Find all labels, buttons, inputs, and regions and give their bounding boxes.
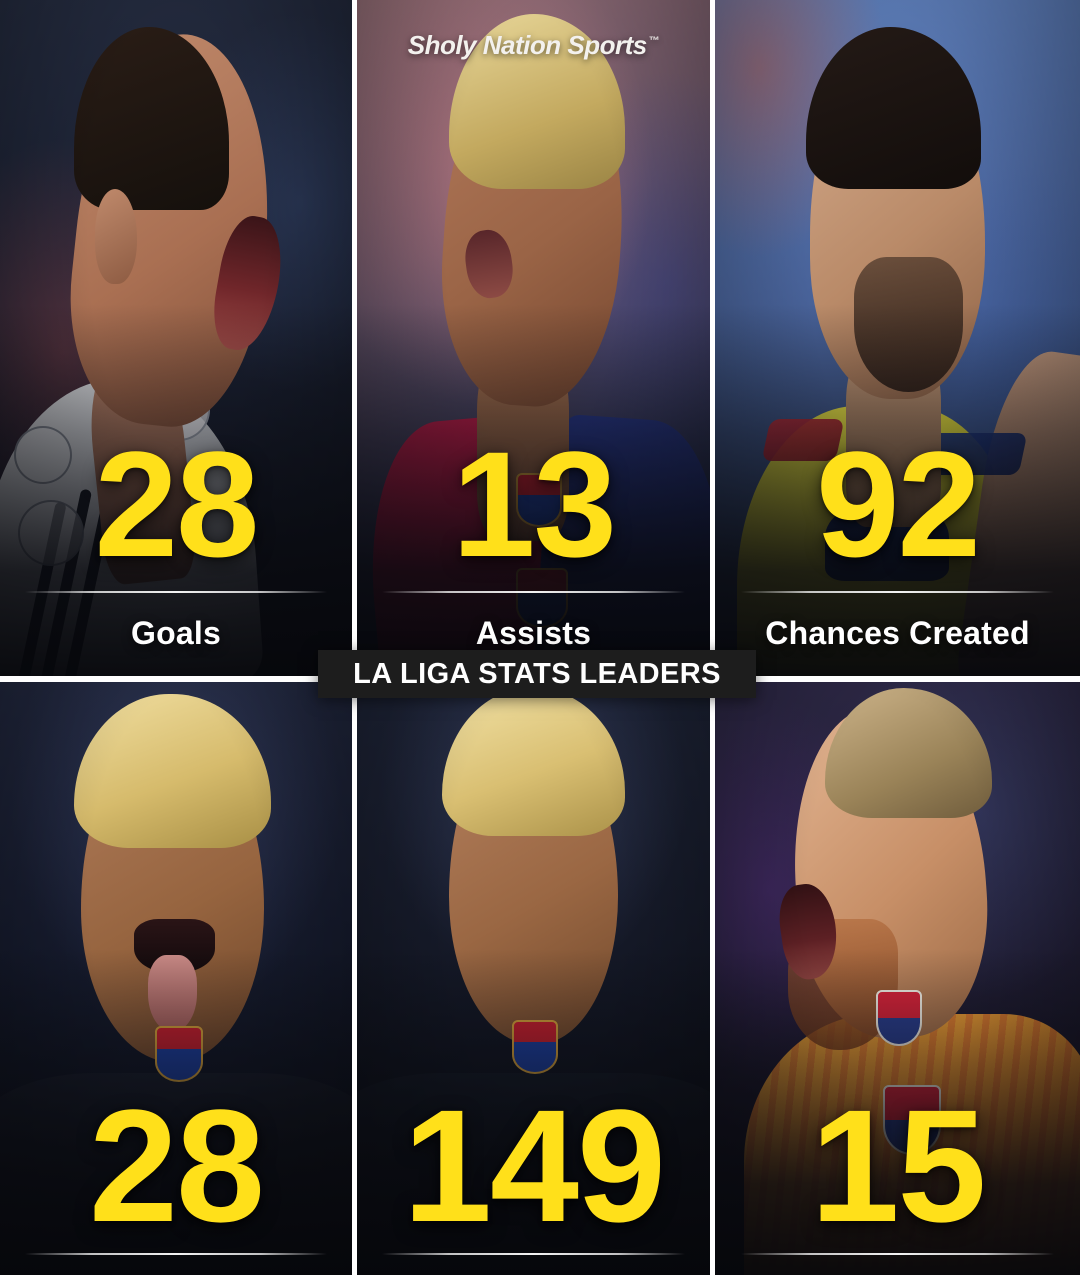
stat-divider [381, 591, 686, 593]
grid-divider-vertical [352, 0, 357, 676]
stat-cell-goals[interactable]: 28 Goals [0, 0, 352, 676]
barcelona-crest-icon [154, 1025, 203, 1082]
stat-label-assists: Assists [475, 615, 592, 651]
stat-cell-assists[interactable]: Sholy Nation Sports ™ 13 Assists [357, 0, 710, 676]
stat-overlay-assists: 13 Assists [357, 420, 710, 676]
stat-cell-bottom-center[interactable]: 149 [357, 682, 710, 1275]
stat-value-bottom-center: 149 [403, 1076, 666, 1256]
stat-value-bottom-right: 15 [810, 1076, 987, 1256]
stat-overlay-bottom-right: 15 [715, 1076, 1080, 1275]
stat-cell-bottom-right[interactable]: 15 [715, 682, 1080, 1275]
grid-divider-vertical [352, 682, 357, 1275]
watermark: Sholy Nation Sports ™ [357, 30, 710, 61]
grid-divider-vertical [710, 0, 715, 676]
stat-divider [381, 1253, 686, 1255]
stat-overlay-bottom-left: 28 [0, 1076, 352, 1275]
stat-value-bottom-left: 28 [89, 1076, 265, 1256]
stat-cell-bottom-left[interactable]: 28 [0, 682, 352, 1275]
stat-overlay-chances-created: 92 Chances Created [715, 420, 1080, 676]
watermark-text: Sholy Nation Sports [407, 30, 647, 60]
stat-label-goals: Goals [131, 615, 221, 651]
stat-cell-chances-created[interactable]: 92 Chances Created [715, 0, 1080, 676]
atletico-crest-icon [875, 990, 922, 1047]
stat-value-chances-created: 92 [816, 420, 981, 588]
barcelona-crest-icon [512, 1020, 559, 1074]
banner-title: LA LIGA STATS LEADERS [353, 657, 721, 690]
stat-divider [24, 1253, 328, 1255]
stat-label-chances-created: Chances Created [765, 615, 1030, 651]
center-banner: LA LIGA STATS LEADERS [318, 650, 756, 698]
stat-value-assists: 13 [452, 420, 617, 588]
stat-divider [24, 591, 328, 593]
grid-divider-vertical [710, 682, 715, 1275]
watermark-tm: ™ [648, 35, 660, 48]
stat-overlay-bottom-center: 149 [357, 1076, 710, 1275]
stat-value-goals: 28 [94, 420, 260, 588]
stat-divider [740, 1253, 1055, 1255]
stat-overlay-goals: 28 Goals [0, 420, 352, 676]
stat-divider [740, 591, 1055, 593]
